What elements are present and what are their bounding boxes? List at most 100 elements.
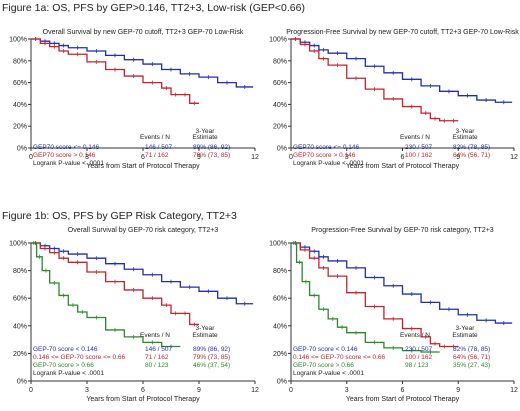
chart1-y-tick-label: 60% bbox=[13, 80, 27, 87]
chart4-legend-header-estimate-2: Estimate bbox=[452, 332, 478, 339]
chart1-legend-1-events: 146 / 507 bbox=[145, 144, 172, 151]
chart4-y-tick-label: 20% bbox=[273, 351, 287, 358]
chart2-series-2-curve bbox=[291, 38, 459, 122]
chart1-legend-2-estimate: 79% (73, 85) bbox=[193, 152, 230, 159]
chart4-legend-3-name: GEP-70 score > 0.66 bbox=[293, 362, 354, 369]
chart2-title: Progression-Free Survival by new GEP-70 … bbox=[286, 29, 519, 36]
chart3-x-tick-label: 0 bbox=[29, 387, 33, 394]
chart1-y-tick-label: 80% bbox=[13, 58, 27, 65]
figure-1a-title: Figure 1a: OS, PFS by GEP>0.146, TT2+3, … bbox=[2, 2, 305, 14]
chart3-y-tick-label: 40% bbox=[13, 323, 27, 330]
chart3-legend-3-name: GEP-70 score > 0.66 bbox=[33, 362, 94, 369]
chart2-legend-1-name: GEP70 score <= 0.146 bbox=[293, 144, 360, 151]
chart1-x-axis-label: Years from Start of Protocol Therapy bbox=[86, 163, 200, 170]
chart3-y-tick-label: 80% bbox=[13, 268, 27, 275]
chart2-y-tick-label: 40% bbox=[273, 102, 287, 109]
chart3-y-tick-label: 100% bbox=[9, 241, 27, 248]
chart4-legend-2-events: 100 / 162 bbox=[405, 354, 432, 361]
chart1-title: Overall Survival by new GEP-70 cutoff, T… bbox=[43, 29, 244, 36]
chart4-x-axis-label: Years from Start of Protocol Therapy bbox=[346, 396, 460, 403]
chart1-legend-1-estimate: 89% (86, 92) bbox=[193, 144, 230, 151]
chart3-legend-1-name: GEP-70 score < 0.146 bbox=[33, 346, 98, 353]
chart1-x-tick-label: 12 bbox=[251, 154, 259, 161]
chart2-legend-header-estimate-2: Estimate bbox=[452, 134, 478, 141]
chart4-pvalue: Logrank P-value < .0001 bbox=[293, 370, 364, 377]
chart2-legend-2-name: GEP70 score > 0.146 bbox=[293, 152, 356, 159]
chart2-legend-2-estimate: 64% (56, 71) bbox=[453, 152, 490, 159]
chart1-y-tick-label: 100% bbox=[9, 37, 27, 44]
chart4-legend-2-estimate: 64% (56, 71) bbox=[453, 354, 490, 361]
chart3-series-1-curve bbox=[31, 242, 254, 305]
chart2-legend-1-events: 230 / 507 bbox=[405, 144, 432, 151]
chart4-y-tick-label: 40% bbox=[273, 323, 287, 330]
chart4-title: Progression-Free Survival by GEP-70 risk… bbox=[311, 227, 494, 234]
chart3-y-tick-label: 0% bbox=[17, 379, 27, 386]
chart2-x-tick-label: 9 bbox=[456, 154, 460, 161]
chart3-x-tick-label: 3 bbox=[85, 387, 89, 394]
chart1-legend-header-estimate-1: 3-Year bbox=[196, 128, 216, 135]
chart4-legend-header-events: Events / N bbox=[400, 332, 430, 339]
chart2-legend-1-estimate: 82% (78, 85) bbox=[453, 144, 490, 151]
chart2-x-tick-label: 12 bbox=[510, 154, 518, 161]
chart4-x-tick-label: 6 bbox=[401, 387, 405, 394]
chart4-series-2-curve bbox=[291, 242, 459, 348]
chart2-series-1-curve bbox=[291, 38, 513, 103]
chart2-x-tick-label: 0 bbox=[289, 154, 293, 161]
chart4-x-tick-label: 12 bbox=[510, 387, 518, 394]
chart3-y-tick-label: 60% bbox=[13, 296, 27, 303]
chart3-x-axis-label: Years from Start of Protocol Therapy bbox=[86, 396, 200, 403]
chart2-y-tick-label: 100% bbox=[269, 37, 287, 44]
chart4-x-tick-label: 0 bbox=[289, 387, 293, 394]
chart4-legend-3-estimate: 35% (27, 43) bbox=[453, 362, 490, 369]
chart1-pvalue: Logrank P-value < .0001 bbox=[33, 160, 104, 167]
chart3-x-tick-label: 9 bbox=[197, 387, 201, 394]
chart4-legend-1-events: 230 / 507 bbox=[405, 346, 432, 353]
chart3-legend-2-name: 0.146 <= GEP-70 score <= 0.66 bbox=[33, 354, 126, 361]
chart3-title: Overall Survival by GEP-70 risk category… bbox=[68, 227, 219, 234]
chart2-x-tick-label: 3 bbox=[345, 154, 349, 161]
chart1-x-tick-label: 0 bbox=[29, 154, 33, 161]
chart4-series-1-curve bbox=[291, 242, 513, 324]
chart3-x-tick-label: 6 bbox=[141, 387, 145, 394]
figure-1b-title: Figure 1b: OS, PFS by GEP Risk Category,… bbox=[2, 210, 237, 222]
chart3-legend-3-events: 80 / 123 bbox=[145, 362, 169, 369]
chart3-y-tick-label: 20% bbox=[13, 351, 27, 358]
chart1-legend-1-name: GEP70 score <= 0.146 bbox=[33, 144, 100, 151]
chart2-y-tick-label: 20% bbox=[273, 124, 287, 131]
chart3-legend-3-estimate: 46% (37, 54) bbox=[193, 362, 230, 369]
chart2-legend-header-estimate-1: 3-Year bbox=[456, 128, 476, 135]
chart3-legend-1-events: 146 / 507 bbox=[145, 346, 172, 353]
chart1-series-2-curve bbox=[31, 38, 199, 104]
chart1-y-tick-label: 0% bbox=[17, 146, 27, 153]
chart4-y-tick-label: 60% bbox=[273, 296, 287, 303]
chart3-legend-header-estimate-1: 3-Year bbox=[196, 325, 216, 332]
chart1-x-tick-label: 9 bbox=[197, 154, 201, 161]
chart2-legend-2-events: 100 / 162 bbox=[405, 152, 432, 159]
chart3-legend-2-estimate: 79% (73, 85) bbox=[193, 354, 230, 361]
chart3-pvalue: Logrank P-value < .0001 bbox=[33, 370, 104, 377]
chart2-x-axis-label: Years from Start of Protocol Therapy bbox=[346, 163, 460, 170]
chart3-legend-header-events: Events / N bbox=[140, 332, 170, 339]
chart2-y-tick-label: 60% bbox=[273, 80, 287, 87]
chart1-legend-header-estimate-2: Estimate bbox=[192, 134, 218, 141]
chart4-y-tick-label: 80% bbox=[273, 268, 287, 275]
chart4-y-tick-label: 0% bbox=[277, 379, 287, 386]
chart4-legend-header-estimate-1: 3-Year bbox=[456, 325, 476, 332]
chart1-y-tick-label: 40% bbox=[13, 102, 27, 109]
chart2-y-tick-label: 0% bbox=[277, 146, 287, 153]
chart3-legend-2-events: 71 / 162 bbox=[145, 354, 169, 361]
chart4-legend-1-name: GEP-70 score < 0.146 bbox=[293, 346, 358, 353]
chart1-y-tick-label: 20% bbox=[13, 124, 27, 131]
chart2-y-tick-label: 80% bbox=[273, 58, 287, 65]
chart1-legend-2-name: GEP70 score > 0.146 bbox=[33, 152, 96, 159]
chart4-legend-3-events: 98 / 123 bbox=[405, 362, 429, 369]
chart4-x-tick-label: 3 bbox=[345, 387, 349, 394]
chart3-legend-1-estimate: 89% (86, 92) bbox=[193, 346, 230, 353]
chart3-legend-header-estimate-2: Estimate bbox=[192, 332, 218, 339]
chart1-x-tick-label: 6 bbox=[141, 154, 145, 161]
chart2-pvalue: Logrank P-value < .0001 bbox=[293, 160, 364, 167]
chart4-x-tick-label: 9 bbox=[456, 387, 460, 394]
chart1-legend-2-events: 71 / 162 bbox=[145, 152, 169, 159]
chart3-x-tick-label: 12 bbox=[251, 387, 259, 394]
